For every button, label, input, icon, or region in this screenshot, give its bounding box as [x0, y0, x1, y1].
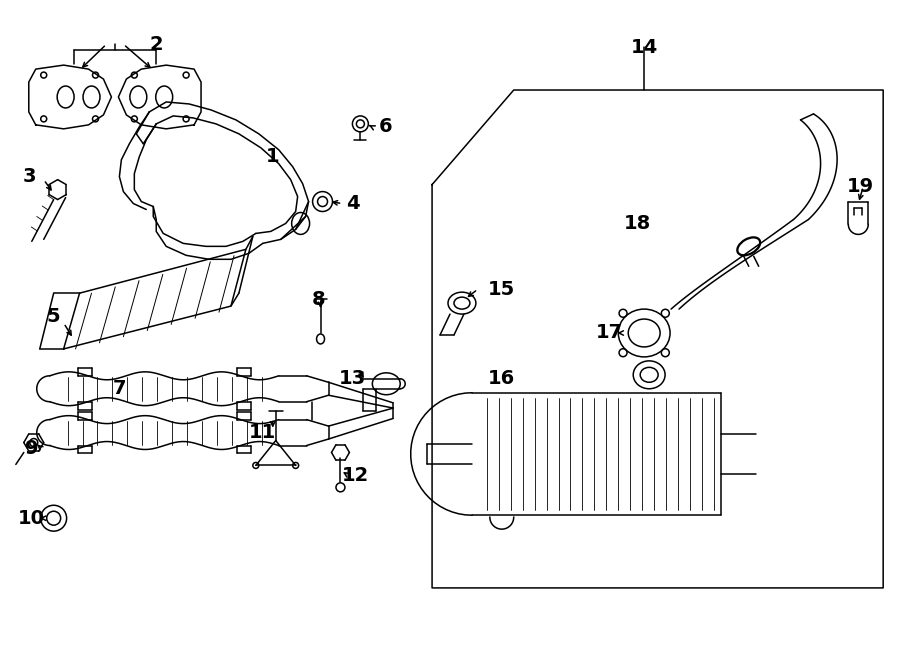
Text: 3: 3	[23, 167, 37, 186]
Text: 7: 7	[112, 379, 126, 399]
Text: 18: 18	[624, 214, 651, 233]
Text: 14: 14	[631, 38, 658, 57]
Text: 6: 6	[379, 118, 392, 136]
Text: 5: 5	[47, 307, 60, 326]
Text: 17: 17	[596, 323, 623, 342]
Text: 8: 8	[311, 290, 326, 309]
Text: 19: 19	[847, 177, 874, 196]
Text: 4: 4	[346, 194, 359, 213]
Text: 10: 10	[18, 509, 45, 527]
Text: 1: 1	[266, 147, 280, 166]
Text: 16: 16	[488, 369, 516, 388]
Text: 13: 13	[338, 369, 366, 388]
Text: 2: 2	[149, 35, 163, 54]
Text: 15: 15	[488, 280, 516, 299]
Text: 12: 12	[342, 466, 369, 485]
Text: 9: 9	[25, 439, 39, 458]
Text: 11: 11	[249, 423, 276, 442]
